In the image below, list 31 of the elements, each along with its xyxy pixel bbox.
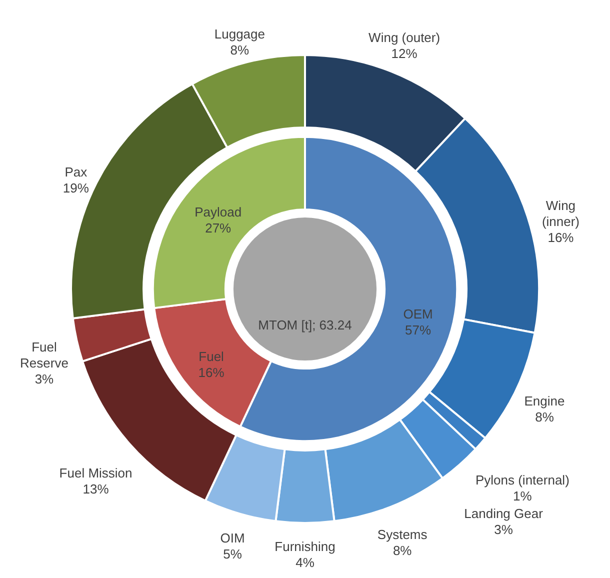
data-label: 13% [82, 481, 110, 496]
data-label: 8% [230, 42, 250, 58]
slice-label: OIM [220, 530, 245, 546]
data-label: 16% [548, 230, 574, 245]
slice-label: Luggage [214, 26, 266, 42]
slice-label: Payload [194, 204, 242, 220]
slice-label: Fuel Mission [59, 465, 132, 480]
slice-label: Pylons (internal) [475, 472, 570, 488]
slice-label: Wing (outer) [368, 30, 440, 46]
data-label: 27% [205, 220, 232, 236]
data-label: 8% [392, 542, 412, 558]
slice-label: Fuel Reserve [20, 339, 68, 370]
data-label: 5% [223, 546, 242, 562]
slice-label: Landing Gear [464, 506, 544, 522]
data-label: 3% [34, 371, 54, 386]
slice-label: Pax [64, 164, 88, 180]
slice-label: Engine [524, 394, 565, 409]
data-label: 19% [62, 180, 90, 196]
slice-label: MTOM [t]; 63.24 [258, 317, 352, 332]
data-label: 4% [296, 555, 315, 570]
slice-label: Wing (inner) [542, 198, 580, 229]
data-label: 16% [198, 365, 225, 380]
slice-label: Systems [377, 526, 428, 542]
slice-label: Furnishing [274, 539, 336, 554]
slice-label: OEM [403, 306, 433, 322]
data-label: 1% [513, 488, 532, 504]
data-label: 3% [494, 522, 514, 538]
data-label: 57% [405, 322, 432, 338]
data-label: 12% [391, 46, 418, 62]
slice-label: Fuel [198, 349, 224, 364]
data-label: 8% [535, 410, 554, 425]
